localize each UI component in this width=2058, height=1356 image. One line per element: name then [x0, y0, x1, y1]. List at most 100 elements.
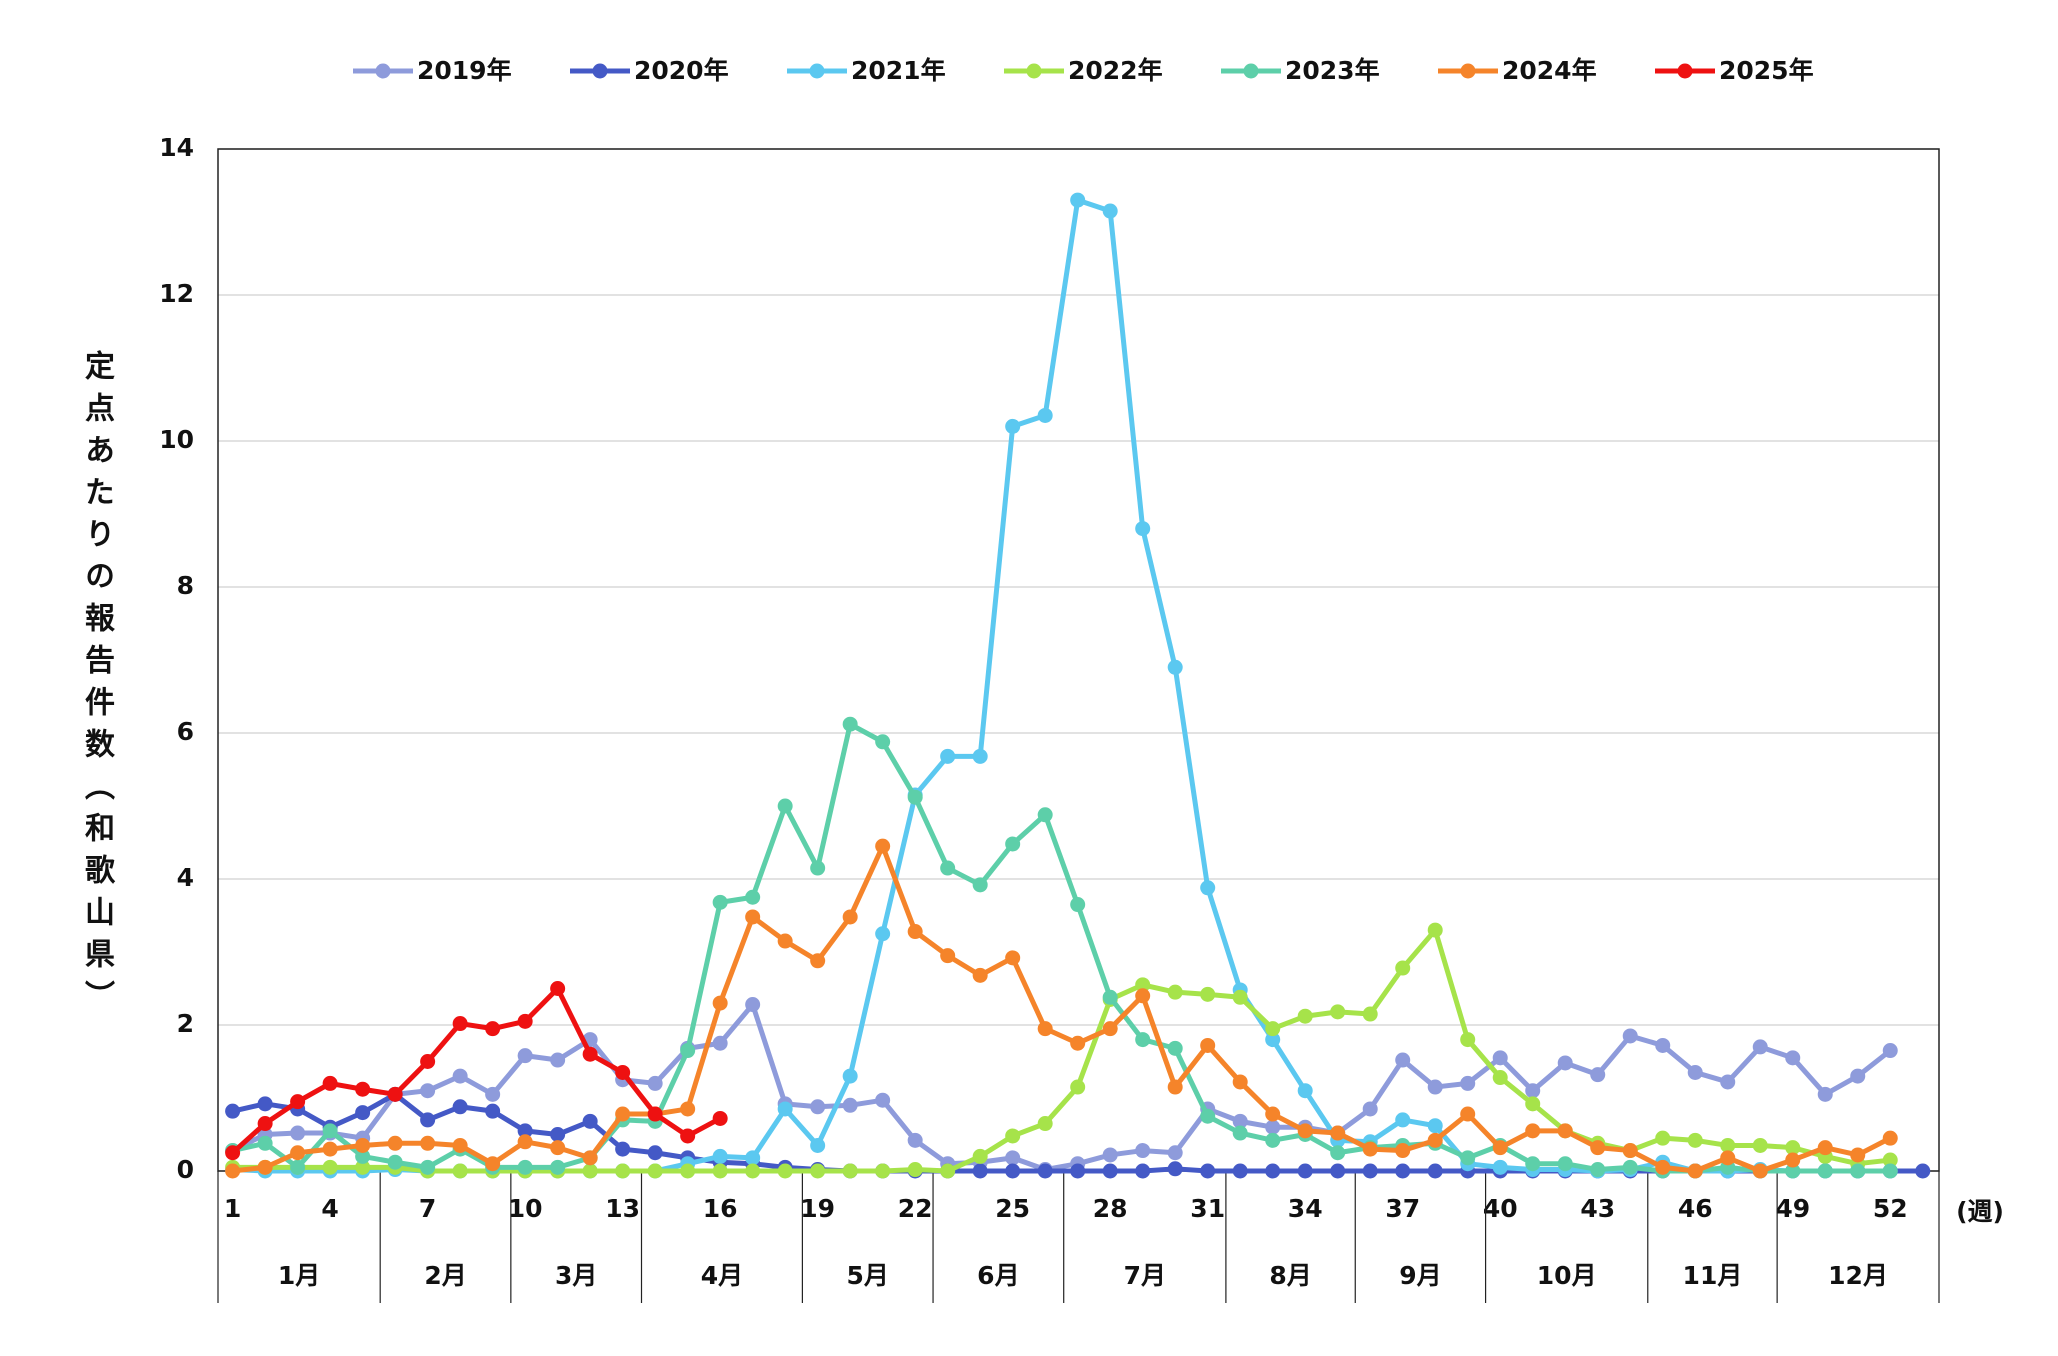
data-point — [1070, 192, 1086, 208]
data-point — [1655, 1037, 1671, 1053]
month-label: 2月 — [424, 1261, 466, 1290]
legend-label: 2019年 — [417, 56, 512, 85]
data-point — [712, 1148, 728, 1164]
data-point — [1655, 1130, 1671, 1146]
data-point — [1070, 1035, 1086, 1051]
data-point — [875, 1092, 891, 1108]
data-point — [810, 1137, 826, 1153]
x-tick-label: 52 — [1873, 1194, 1908, 1223]
data-point — [647, 1163, 663, 1179]
y-tick-label: 6 — [177, 717, 194, 746]
data-point — [1720, 1150, 1736, 1166]
data-point — [842, 909, 858, 925]
data-point — [1265, 1021, 1281, 1037]
data-point — [1687, 1132, 1703, 1148]
data-point — [680, 1163, 696, 1179]
data-point — [875, 1163, 891, 1179]
x-tick-label: 7 — [419, 1194, 436, 1223]
data-point — [257, 1116, 273, 1132]
data-point — [777, 1101, 793, 1117]
data-point — [1427, 1163, 1443, 1179]
data-point — [680, 1101, 696, 1117]
data-point — [712, 1035, 728, 1051]
data-point — [1330, 1004, 1346, 1020]
data-point — [1785, 1140, 1801, 1156]
data-point — [1817, 1163, 1833, 1179]
legend-label: 2025年 — [1719, 56, 1814, 85]
x-tick-label: 43 — [1580, 1194, 1615, 1223]
data-point — [1882, 1043, 1898, 1059]
data-point — [550, 1052, 566, 1068]
data-point — [1915, 1163, 1931, 1179]
data-point — [1135, 977, 1151, 993]
data-point — [225, 1163, 241, 1179]
data-point — [1232, 1074, 1248, 1090]
data-point — [1362, 1006, 1378, 1022]
data-point — [452, 1163, 468, 1179]
data-point — [517, 1013, 533, 1029]
data-point — [517, 1048, 533, 1064]
series-line — [232, 927, 1891, 1174]
data-point — [1395, 1143, 1411, 1159]
month-label: 11月 — [1683, 1261, 1743, 1290]
data-point — [1135, 521, 1151, 537]
x-tick-label: 31 — [1190, 1194, 1225, 1223]
data-point — [355, 1105, 371, 1121]
data-point — [290, 1125, 306, 1141]
data-point — [1330, 1145, 1346, 1161]
data-point — [615, 1106, 631, 1122]
data-point — [1525, 1096, 1541, 1112]
legend-label: 2024年 — [1502, 56, 1597, 85]
data-point — [680, 1128, 696, 1144]
data-point — [972, 1148, 988, 1164]
data-point — [485, 1021, 501, 1037]
data-point — [940, 860, 956, 876]
data-point — [1785, 1050, 1801, 1066]
data-point — [485, 1156, 501, 1172]
data-point — [1102, 1021, 1118, 1037]
data-point — [517, 1159, 533, 1175]
data-point — [1005, 1128, 1021, 1144]
data-point — [1200, 1037, 1216, 1053]
legend-marker — [375, 63, 391, 79]
data-point — [972, 1163, 988, 1179]
x-tick-label: 16 — [703, 1194, 738, 1223]
data-point — [1720, 1137, 1736, 1153]
data-point — [1070, 897, 1086, 913]
x-tick-label: 49 — [1775, 1194, 1810, 1223]
data-point — [1005, 950, 1021, 966]
data-point — [420, 1135, 436, 1151]
data-point — [1492, 1050, 1508, 1066]
data-point — [1102, 1163, 1118, 1179]
data-point — [355, 1159, 371, 1175]
data-point — [1460, 1075, 1476, 1091]
legend-label: 2023年 — [1285, 56, 1380, 85]
data-point — [615, 1064, 631, 1080]
data-point — [875, 926, 891, 942]
data-point — [1752, 1039, 1768, 1055]
data-point — [1817, 1140, 1833, 1156]
data-point — [1330, 1163, 1346, 1179]
data-point — [1882, 1130, 1898, 1146]
data-point — [1362, 1141, 1378, 1157]
y-tick-label: 10 — [159, 425, 194, 454]
data-point — [745, 1150, 761, 1166]
y-tick-label: 4 — [177, 863, 194, 892]
data-point — [1135, 1143, 1151, 1159]
data-point — [1557, 1123, 1573, 1139]
x-tick-label: 25 — [995, 1194, 1030, 1223]
x-tick-label: 10 — [508, 1194, 543, 1223]
data-point — [1590, 1140, 1606, 1156]
data-point — [1070, 1163, 1086, 1179]
data-point — [842, 716, 858, 732]
data-point — [1427, 922, 1443, 938]
data-point — [550, 1127, 566, 1142]
data-point — [615, 1163, 631, 1179]
data-point — [1850, 1163, 1866, 1179]
data-point — [517, 1123, 533, 1139]
data-point — [745, 1163, 761, 1179]
data-point — [907, 924, 923, 940]
data-point — [1232, 1125, 1248, 1141]
data-point — [582, 1163, 598, 1179]
x-tick-label: 46 — [1678, 1194, 1713, 1223]
